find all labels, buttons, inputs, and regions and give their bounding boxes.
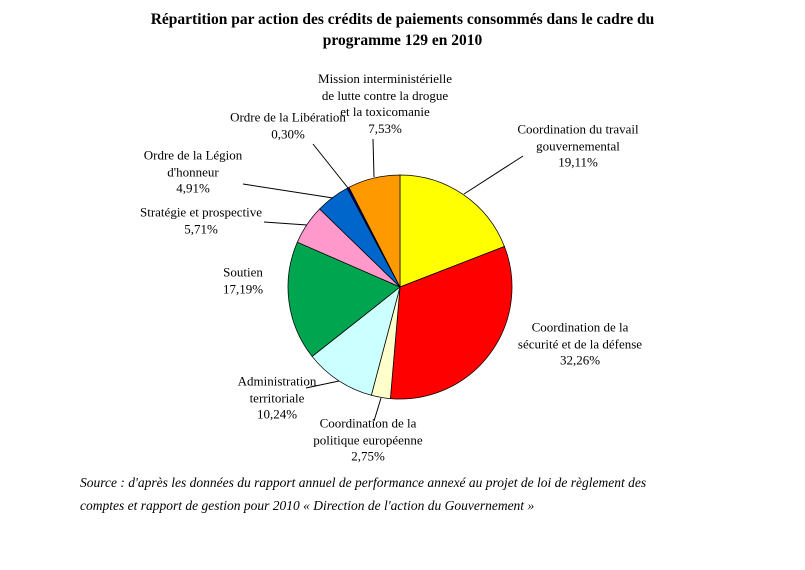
- pie-slice-4: [287, 241, 401, 357]
- leader-line-6: [242, 183, 334, 199]
- chart-title-line1: Répartition par action des crédits de pa…: [150, 11, 655, 28]
- chart-title: Répartition par action des crédits de pa…: [0, 9, 805, 51]
- leader-line-3: [305, 380, 340, 389]
- chart-title-line2: programme 129 en 2010: [322, 32, 483, 49]
- pie-slice-1: [389, 246, 513, 400]
- leader-line-8: [372, 138, 375, 178]
- leader-line-2: [373, 397, 382, 422]
- leader-line-5: [263, 221, 308, 226]
- source-note: Source : d'après les données du rapport …: [80, 471, 740, 517]
- pie-slice-8: [348, 174, 401, 288]
- source-note-line2: comptes et rapport de gestion pour 2010 …: [80, 498, 535, 513]
- pie-slice-0: [399, 174, 505, 288]
- leader-line-0: [463, 155, 524, 195]
- source-note-line1: Source : d'après les données du rapport …: [80, 475, 647, 490]
- leader-line-7: [312, 143, 349, 189]
